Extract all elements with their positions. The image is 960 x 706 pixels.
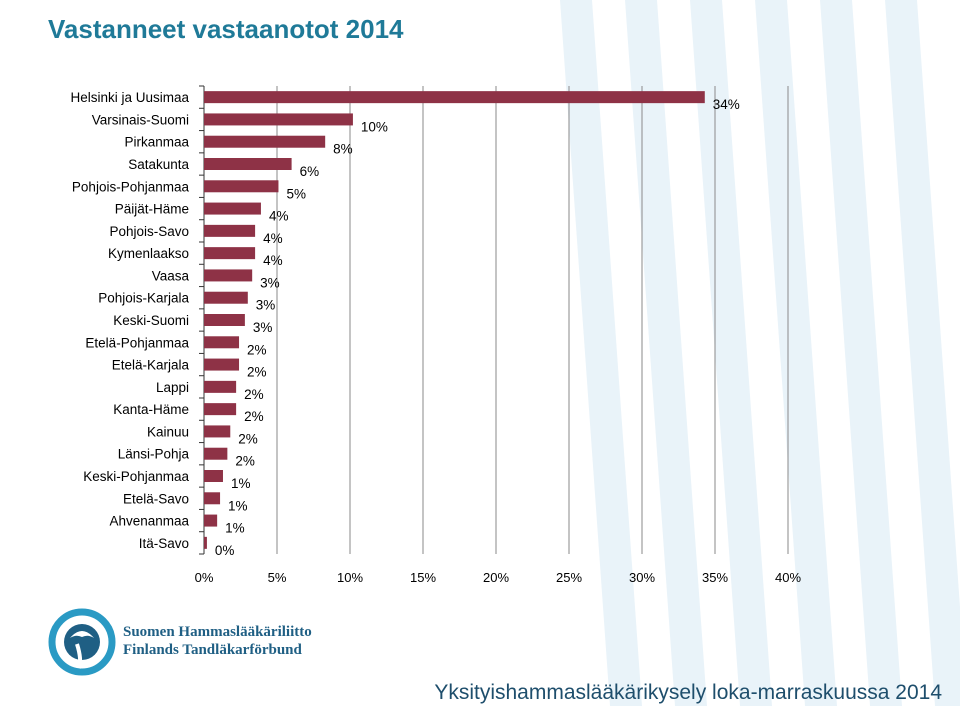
- data-label: 3%: [260, 275, 280, 290]
- x-tick-label: 5%: [268, 570, 287, 585]
- data-label: 2%: [247, 365, 267, 380]
- category-label: Pohjois-Savo: [109, 224, 189, 239]
- data-label: 34%: [713, 97, 740, 112]
- category-label: Satakunta: [128, 157, 189, 172]
- bar: [204, 470, 223, 482]
- category-label: Länsi-Pohja: [118, 447, 190, 462]
- x-tick-label: 30%: [629, 570, 655, 585]
- bar: [204, 224, 256, 237]
- category-label: Helsinki ja Uusimaa: [70, 90, 189, 105]
- logo-text-swedish: Finlands Tandläkarförbund: [123, 642, 302, 658]
- x-tick-label: 20%: [483, 570, 509, 585]
- bar: [204, 247, 256, 260]
- data-label: 2%: [244, 387, 264, 402]
- logo-emblem-icon: [48, 608, 116, 676]
- bar: [204, 380, 237, 393]
- footer-caption: Yksityishammaslääkärikysely loka-marrask…: [434, 681, 942, 704]
- bar: [204, 180, 279, 193]
- data-label: 2%: [244, 409, 264, 424]
- bar: [204, 291, 248, 304]
- category-label: Kainuu: [147, 424, 189, 439]
- data-label: 4%: [269, 209, 289, 224]
- bar: [204, 113, 353, 126]
- logo: Suomen Hammaslääkäriliitto Finlands Tand…: [48, 604, 328, 682]
- bar: [204, 358, 240, 371]
- logo-text-finnish: Suomen Hammaslääkäriliitto: [123, 624, 312, 640]
- category-label: Keski-Suomi: [113, 313, 189, 328]
- category-label: Kanta-Häme: [113, 402, 189, 417]
- page-title: Vastanneet vastaanotot 2014: [48, 14, 404, 44]
- bar: [204, 425, 231, 438]
- data-label: 2%: [238, 431, 258, 446]
- background-stripe: [755, 0, 837, 706]
- bar: [204, 536, 207, 549]
- bar: [204, 492, 221, 505]
- category-label: Kymenlaakso: [108, 246, 189, 261]
- category-label: Etelä-Pohjanmaa: [85, 335, 189, 350]
- data-label: 2%: [247, 342, 267, 357]
- category-label: Pohjois-Pohjanmaa: [72, 179, 190, 194]
- data-label: 4%: [263, 231, 283, 246]
- bar: [204, 91, 705, 104]
- data-label: 1%: [225, 521, 245, 536]
- bar: [204, 314, 245, 326]
- x-tick-label: 0%: [195, 570, 214, 585]
- bar-chart: 0% 5% 10% 15% 20% 25% 30% 35% 40% Helsinki ja Uus…: [70, 85, 801, 585]
- category-label: Itä-Savo: [139, 536, 189, 551]
- category-label: Lappi: [156, 380, 189, 395]
- category-label: Keski-Pohjanmaa: [83, 469, 189, 484]
- bar: [204, 514, 218, 527]
- background-stripe: [690, 0, 772, 706]
- x-tick-label: 25%: [556, 570, 582, 585]
- data-label: 6%: [300, 164, 320, 179]
- category-label: Vaasa: [152, 268, 190, 283]
- bar: [204, 269, 253, 282]
- category-label: Ahvenanmaa: [109, 514, 189, 529]
- data-label: 8%: [333, 142, 353, 157]
- bar: [204, 336, 240, 349]
- background-stripe: [560, 0, 642, 706]
- data-label: 5%: [286, 186, 306, 201]
- data-label: 4%: [263, 253, 283, 268]
- background-stripe: [885, 0, 960, 706]
- data-label: 1%: [231, 476, 251, 491]
- data-label: 3%: [253, 320, 273, 335]
- data-label: 2%: [235, 454, 255, 469]
- x-tick-label: 10%: [337, 570, 363, 585]
- x-tick-label: 35%: [702, 570, 728, 585]
- category-label: Pohjois-Karjala: [98, 291, 189, 306]
- bar: [204, 202, 261, 215]
- bar: [204, 403, 237, 416]
- category-label: Päijät-Häme: [115, 202, 189, 217]
- category-label: Varsinais-Suomi: [92, 112, 189, 127]
- background-stripe: [820, 0, 902, 706]
- background-stripe: [625, 0, 707, 706]
- x-tick-label: 40%: [775, 570, 801, 585]
- data-label: 10%: [361, 119, 388, 134]
- bar: [204, 158, 292, 170]
- bar: [204, 447, 228, 460]
- category-label: Etelä-Savo: [123, 491, 189, 506]
- data-label: 1%: [228, 498, 248, 513]
- data-label: 3%: [256, 298, 276, 313]
- data-label: 0%: [215, 543, 235, 558]
- bar: [204, 135, 326, 148]
- category-label: Etelä-Karjala: [112, 358, 190, 373]
- x-tick-label: 15%: [410, 570, 436, 585]
- category-label: Pirkanmaa: [124, 135, 189, 150]
